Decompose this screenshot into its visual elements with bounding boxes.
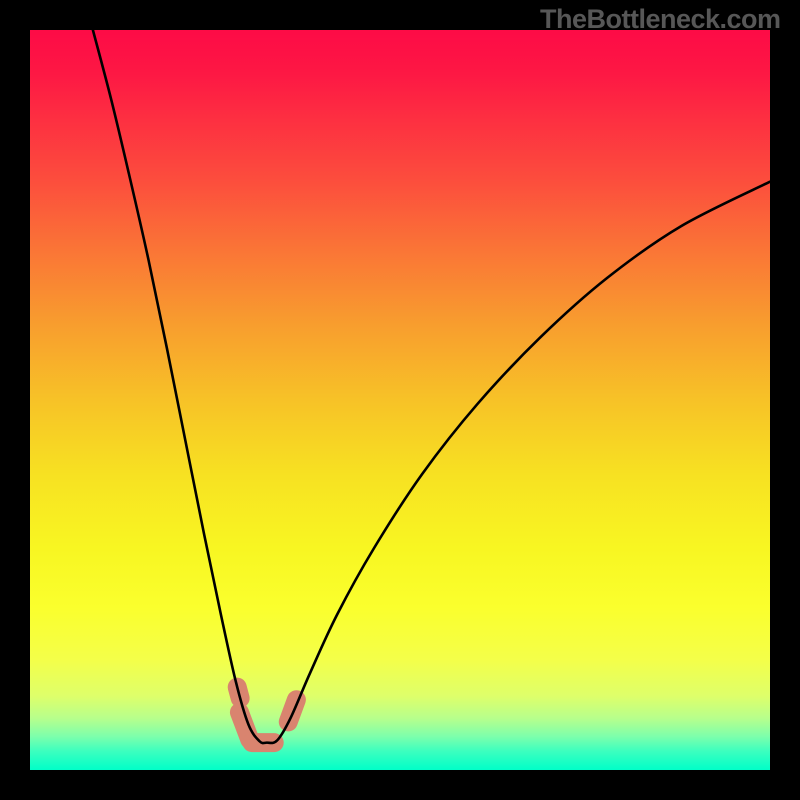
gradient-background: [30, 30, 770, 770]
plot-svg: [30, 30, 770, 770]
watermark-text: TheBottleneck.com: [540, 4, 781, 35]
plot-area: [30, 30, 770, 770]
